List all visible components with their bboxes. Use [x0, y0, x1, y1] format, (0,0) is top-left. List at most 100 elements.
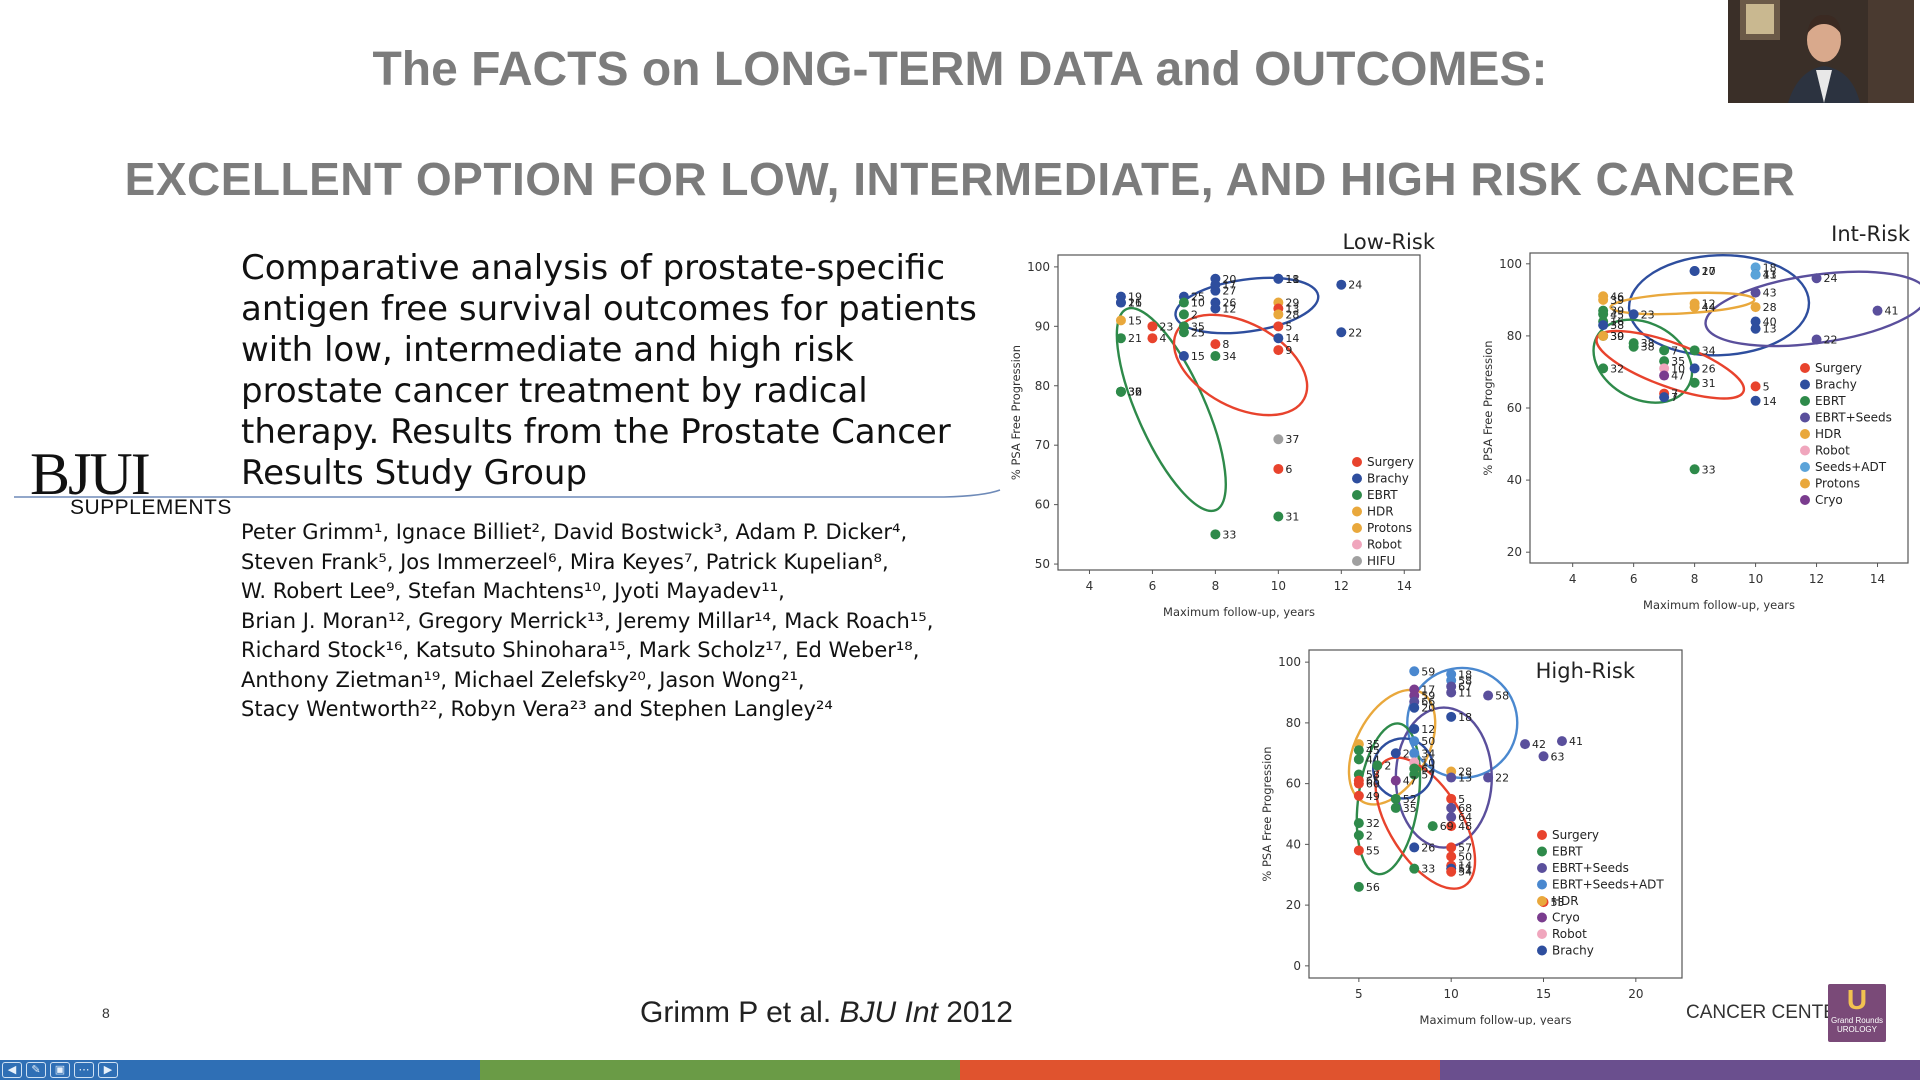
view-icon[interactable]: ▣ — [50, 1062, 70, 1078]
data-point-label: 46 — [1610, 290, 1624, 303]
data-point-label: 45 — [1610, 308, 1624, 321]
data-point — [1750, 395, 1761, 406]
data-point-label: 4 — [1159, 332, 1166, 345]
legend-label: Brachy — [1815, 378, 1857, 392]
legend-marker — [1537, 945, 1547, 956]
y-tick-label: 80 — [1286, 716, 1301, 730]
paper-title-line: Comparative analysis of prostate-specifi… — [241, 248, 946, 288]
slide-number: 8 — [102, 1005, 110, 1021]
next-slide-icon[interactable]: ▶ — [98, 1062, 118, 1078]
y-tick-label: 70 — [1035, 438, 1050, 452]
data-point-label: 26 — [1421, 841, 1435, 854]
footer-bar-blue — [0, 1060, 480, 1080]
data-point — [1750, 262, 1761, 273]
footer-bar-purple — [1440, 1060, 1920, 1080]
data-point — [1446, 687, 1457, 698]
data-point-label: 28 — [1285, 308, 1299, 321]
x-axis-label: Maximum follow-up, years — [1163, 605, 1315, 619]
data-point-label: 18 — [1285, 273, 1299, 286]
data-point — [1353, 778, 1364, 789]
legend-marker — [1800, 445, 1810, 456]
data-point-label: 35 — [1191, 320, 1205, 333]
data-point-label: 25 — [1191, 326, 1205, 339]
data-point-label: 47 — [1671, 370, 1685, 383]
x-tick-label: 8 — [1212, 579, 1220, 593]
data-point — [1446, 812, 1457, 823]
data-point — [1409, 842, 1420, 853]
pen-icon[interactable]: ✎ — [26, 1062, 46, 1078]
bjui-logo-subtitle: SUPPLEMENTS — [70, 496, 232, 519]
data-point-label: 27 — [1222, 285, 1236, 298]
data-point-label: 10 — [1421, 756, 1435, 769]
prev-slide-icon[interactable]: ◀ — [2, 1062, 22, 1078]
data-point — [1446, 821, 1457, 832]
chart-title: Int-Risk — [1831, 222, 1911, 246]
data-point — [1273, 309, 1284, 320]
data-point-label: 31 — [1285, 511, 1299, 524]
data-point-label: 43 — [1763, 287, 1777, 300]
data-point — [1628, 341, 1639, 352]
legend-marker — [1537, 879, 1547, 890]
data-point-label: 51 — [1458, 863, 1472, 876]
data-point-label: 33 — [1702, 463, 1716, 476]
chart-title: Low-Risk — [1343, 230, 1436, 254]
data-point-label: 50 — [1421, 735, 1435, 748]
data-point — [1178, 297, 1189, 308]
legend-label: Protons — [1367, 521, 1412, 535]
data-point-label: 42 — [1532, 738, 1546, 751]
data-point — [1628, 309, 1639, 320]
legend-label: EBRT+Seeds — [1815, 411, 1892, 425]
paper-title-line: Results Study Group — [241, 453, 588, 493]
data-point-label: 12 — [1421, 723, 1435, 736]
data-point — [1409, 769, 1420, 780]
data-point — [1689, 302, 1700, 313]
legend-label: EBRT+Seeds+ADT — [1552, 878, 1664, 892]
legend-label: Cryo — [1552, 911, 1580, 925]
data-point — [1446, 711, 1457, 722]
data-point-label: 67 — [1458, 680, 1472, 693]
data-point-label: 28 — [1458, 765, 1472, 778]
legend-label: EBRT — [1552, 845, 1583, 859]
legend-marker — [1800, 379, 1810, 390]
data-point-label: 40 — [1763, 315, 1777, 328]
data-point-label: 21 — [1128, 297, 1142, 310]
data-point-label: 12 — [1222, 302, 1236, 315]
legend-marker — [1800, 429, 1810, 439]
data-point — [1483, 690, 1494, 701]
x-tick-label: 10 — [1271, 579, 1286, 593]
data-point-label: 59 — [1421, 665, 1435, 678]
legend-marker — [1537, 912, 1547, 923]
grand-rounds-logo: U Grand Rounds UROLOGY — [1828, 984, 1886, 1042]
bjui-logo: BJUI — [30, 441, 151, 507]
y-axis-label: % PSA Free Progression — [1260, 746, 1274, 881]
data-point — [1446, 802, 1457, 813]
legend-label: Brachy — [1367, 472, 1409, 486]
data-point — [1210, 351, 1221, 362]
data-point — [1409, 736, 1420, 747]
data-point — [1409, 666, 1420, 677]
y-tick-label: 60 — [1507, 401, 1522, 415]
logo-divider-line — [14, 489, 1001, 498]
data-point — [1689, 377, 1700, 388]
data-point-label: 8 — [1222, 338, 1229, 351]
y-tick-label: 20 — [1507, 545, 1522, 559]
data-point-label: 55 — [1366, 844, 1380, 857]
author-line: Steven Frank⁵, Jos Immerzeel⁶, Mira Keye… — [241, 549, 889, 574]
cluster-ellipse — [1371, 737, 1435, 800]
data-point-label: 7 — [1671, 344, 1678, 357]
paper-title: Comparative analysis of prostate-specifi… — [241, 248, 977, 494]
legend-marker — [1352, 490, 1362, 500]
x-tick-label: 14 — [1397, 579, 1412, 593]
data-point-label: 20 — [1421, 702, 1435, 715]
data-point-label: 16 — [1610, 315, 1624, 328]
x-tick-label: 6 — [1630, 572, 1638, 586]
y-axis-label: % PSA Free Progression — [1009, 345, 1023, 480]
cluster-ellipse — [1406, 666, 1519, 780]
x-tick-label: 4 — [1569, 572, 1577, 586]
data-point — [1353, 830, 1364, 841]
cluster-ellipse — [1595, 329, 1746, 400]
options-icon[interactable]: ⋯ — [74, 1062, 94, 1078]
data-point — [1273, 434, 1284, 445]
data-point — [1446, 793, 1457, 804]
data-point-label: 35 — [1671, 355, 1685, 368]
